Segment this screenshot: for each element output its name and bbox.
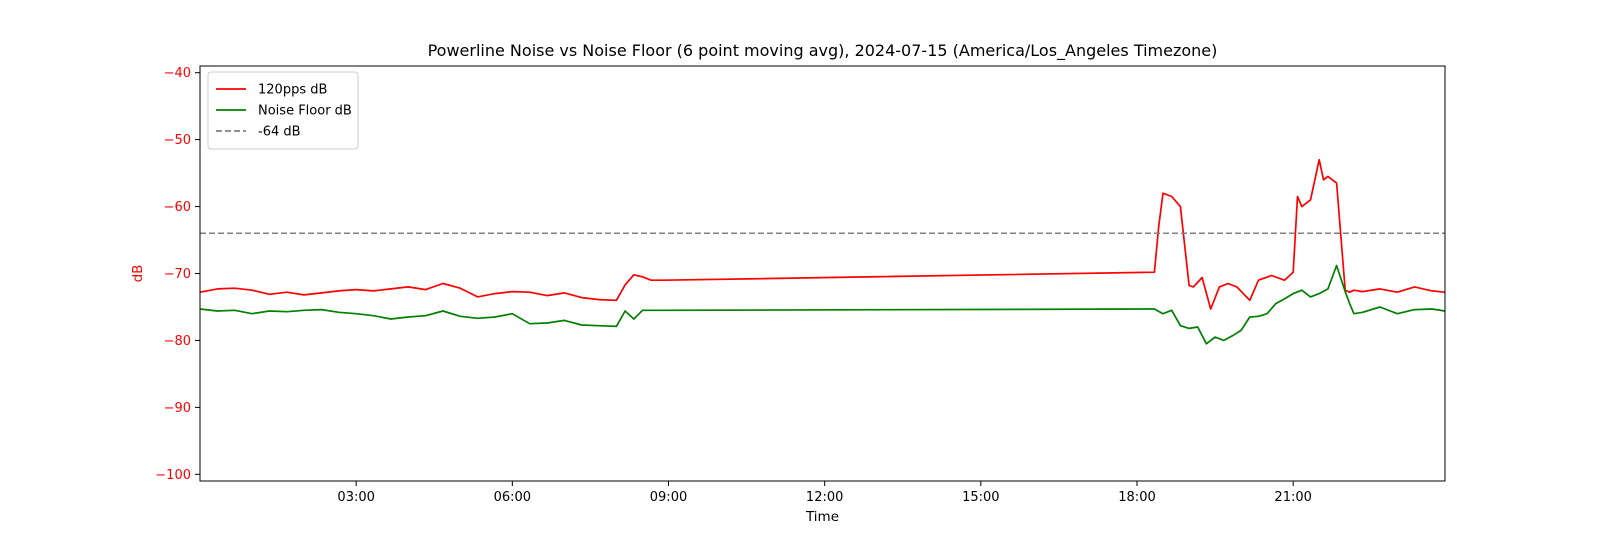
x-tick-label: 15:00	[962, 490, 999, 505]
legend-entry: Noise Floor dB	[258, 104, 352, 119]
plot-frame	[199, 65, 1446, 482]
x-axis: 03:00 06:00 09:00 12:00 15:00 18:00 21:00	[337, 481, 1312, 505]
y-tick-label: −40	[164, 66, 191, 81]
x-tick-label: 03:00	[337, 490, 374, 505]
y-tick-label: −80	[164, 334, 191, 349]
legend-box	[207, 71, 359, 150]
x-tick-label: 21:00	[1274, 490, 1311, 505]
legend: 120pps dB Noise Floor dB -64 dB	[207, 71, 359, 150]
y-tick-label: −90	[164, 401, 191, 416]
x-tick-label: 18:00	[1118, 490, 1155, 505]
chart-title: Powerline Noise vs Noise Floor (6 point …	[428, 41, 1218, 61]
y-axis: −40 −50 −60 −70 −80 −90 −100	[155, 66, 200, 483]
x-tick-label: 06:00	[494, 490, 531, 505]
series-line-1	[199, 264, 1446, 345]
x-tick-label: 09:00	[650, 490, 687, 505]
y-tick-label: −70	[164, 267, 191, 282]
plot-lines	[199, 158, 1446, 345]
legend-entry: -64 dB	[258, 125, 301, 140]
y-tick-label: −50	[164, 133, 191, 148]
x-tick-label: 12:00	[806, 490, 843, 505]
y-tick-label: −60	[164, 200, 191, 215]
x-axis-label: Time	[805, 509, 839, 525]
legend-entry: 120pps dB	[258, 83, 327, 98]
y-axis-label: dB	[130, 265, 146, 283]
y-tick-label: −100	[155, 468, 191, 483]
series-line-0	[199, 158, 1446, 310]
